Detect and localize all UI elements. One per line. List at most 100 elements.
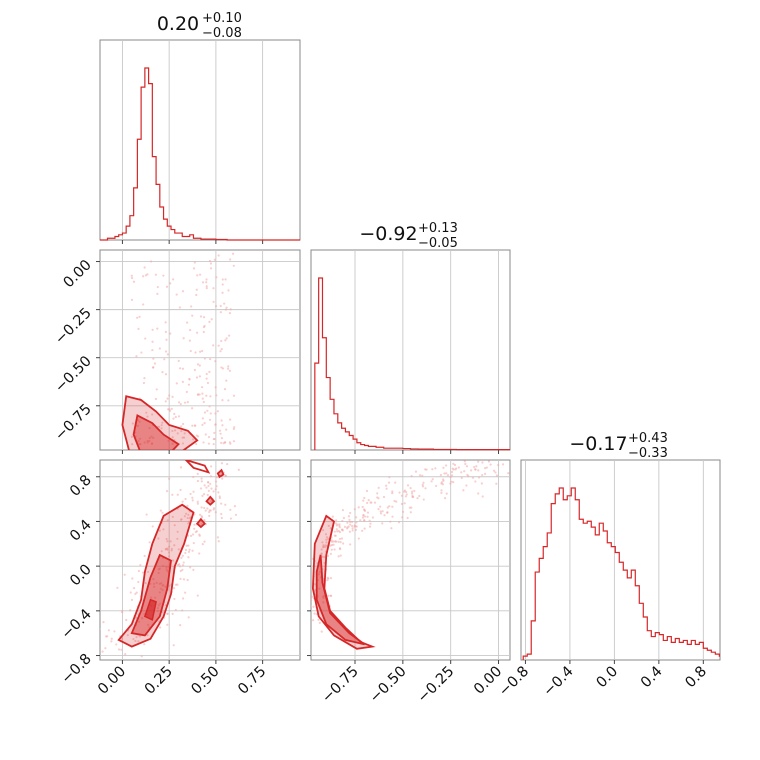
sample-point bbox=[201, 543, 204, 546]
sample-point bbox=[329, 544, 332, 547]
sample-point bbox=[178, 306, 181, 309]
sample-point bbox=[202, 316, 206, 319]
sample-point bbox=[422, 481, 425, 484]
sample-point bbox=[188, 378, 191, 381]
sample-point bbox=[161, 589, 164, 592]
sample-point bbox=[225, 428, 228, 431]
sample-point bbox=[400, 494, 404, 497]
x-tick-label: 0.8 bbox=[683, 664, 711, 692]
sample-point bbox=[161, 511, 164, 514]
sample-point bbox=[170, 547, 173, 550]
sample-point bbox=[169, 540, 172, 543]
title-upper-error: +0.10 bbox=[202, 11, 242, 26]
sample-point bbox=[452, 480, 455, 484]
sample-point bbox=[337, 555, 340, 558]
sample-point bbox=[158, 602, 162, 605]
sample-point bbox=[229, 508, 232, 511]
x-tick-label: −0.8 bbox=[496, 664, 532, 700]
sample-point bbox=[330, 540, 334, 543]
sample-point bbox=[175, 382, 178, 385]
sample-point bbox=[191, 407, 194, 410]
sample-point bbox=[229, 418, 232, 421]
sample-point bbox=[341, 509, 345, 512]
sample-point bbox=[320, 548, 323, 551]
sample-point bbox=[357, 506, 360, 509]
sample-point bbox=[231, 252, 235, 255]
sample-point bbox=[207, 484, 210, 488]
sample-point bbox=[129, 591, 132, 594]
sample-point bbox=[233, 426, 236, 429]
sample-point bbox=[232, 427, 235, 431]
sample-point bbox=[214, 386, 217, 389]
sample-point bbox=[501, 455, 503, 457]
sample-point bbox=[138, 635, 141, 638]
sample-point bbox=[135, 355, 138, 358]
sample-point bbox=[210, 487, 213, 490]
sample-point bbox=[174, 415, 177, 419]
sample-point bbox=[165, 489, 169, 493]
sample-point bbox=[385, 487, 388, 490]
y-tick-label: 0.4 bbox=[67, 517, 95, 545]
sample-point bbox=[208, 418, 212, 421]
sample-point bbox=[200, 522, 203, 525]
sample-point bbox=[215, 476, 218, 479]
sample-point bbox=[477, 469, 480, 472]
sample-point bbox=[457, 466, 460, 469]
sample-point bbox=[130, 298, 134, 302]
sample-point bbox=[142, 381, 146, 385]
sample-point bbox=[192, 438, 195, 441]
sample-point bbox=[496, 457, 498, 459]
sample-point bbox=[477, 460, 480, 463]
sample-point bbox=[489, 463, 492, 466]
sample-point bbox=[135, 636, 138, 639]
sample-point bbox=[191, 314, 194, 317]
sample-point bbox=[175, 293, 178, 296]
sample-point bbox=[214, 305, 218, 308]
sample-point bbox=[233, 505, 237, 508]
sample-point bbox=[193, 523, 196, 526]
sample-point bbox=[198, 534, 201, 537]
sample-point bbox=[166, 569, 169, 573]
sample-point bbox=[138, 315, 141, 318]
sample-point bbox=[205, 287, 208, 290]
sample-point bbox=[134, 639, 137, 643]
sample-point bbox=[440, 489, 443, 492]
sample-point bbox=[220, 366, 223, 369]
sample-point bbox=[322, 529, 325, 532]
sample-point bbox=[186, 578, 189, 582]
sample-point bbox=[391, 515, 394, 518]
contour-inner bbox=[315, 554, 366, 646]
sample-point bbox=[368, 519, 371, 522]
sample-point bbox=[196, 393, 199, 396]
sample-point bbox=[198, 552, 201, 555]
sample-point bbox=[189, 534, 193, 538]
sample-point bbox=[320, 552, 323, 556]
sample-point bbox=[204, 433, 207, 436]
sample-point bbox=[210, 318, 213, 321]
sample-point bbox=[463, 460, 466, 463]
sample-point bbox=[224, 278, 227, 281]
sample-point bbox=[322, 601, 325, 604]
title-lower-error: −0.05 bbox=[418, 236, 458, 251]
sample-point bbox=[171, 559, 175, 562]
sample-point bbox=[172, 586, 176, 590]
sample-point bbox=[214, 412, 217, 415]
sample-point bbox=[105, 635, 108, 638]
sample-point bbox=[477, 492, 480, 495]
sample-point bbox=[318, 621, 321, 625]
sample-point bbox=[323, 555, 326, 559]
sample-point bbox=[329, 594, 333, 597]
sample-point bbox=[434, 467, 437, 470]
sample-point bbox=[131, 577, 134, 580]
sample-point bbox=[216, 410, 219, 413]
sample-point bbox=[213, 437, 216, 441]
sample-point bbox=[308, 619, 310, 621]
sample-point bbox=[474, 468, 477, 471]
sample-point bbox=[143, 266, 146, 269]
sample-point bbox=[329, 577, 333, 580]
sample-point bbox=[141, 617, 144, 620]
sample-point bbox=[117, 648, 121, 651]
sample-point bbox=[215, 485, 218, 488]
sample-point bbox=[338, 523, 341, 526]
